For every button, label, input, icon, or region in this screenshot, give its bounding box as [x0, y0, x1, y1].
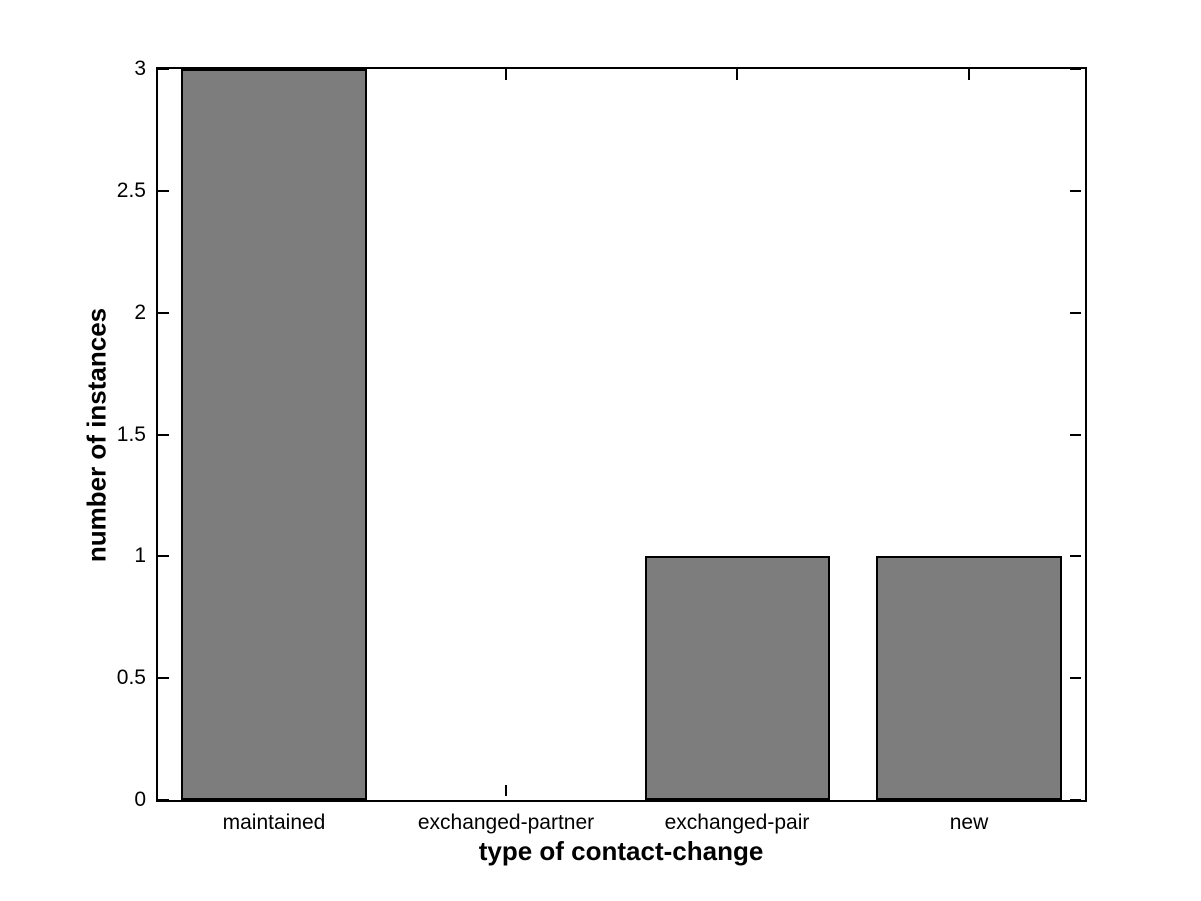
- y-tick-label: 0: [134, 788, 146, 811]
- y-axis-tick: [158, 434, 169, 436]
- y-axis-tick-right: [1070, 434, 1081, 436]
- y-tick-label: 2.5: [116, 179, 146, 202]
- x-tick-label-exchanged-partner: exchanged-partner: [417, 811, 595, 834]
- bar-new: [876, 556, 1062, 800]
- x-tick-label-maintained: maintained: [222, 811, 326, 834]
- y-axis-tick: [158, 68, 169, 70]
- y-axis-tick: [158, 799, 169, 801]
- y-axis-tick-right: [1070, 312, 1081, 314]
- y-tick-label: 1.5: [116, 423, 146, 446]
- y-axis-tick: [158, 312, 169, 314]
- y-axis-tick: [158, 677, 169, 679]
- bar-exchanged-pair: [644, 556, 831, 800]
- x-tick-label-new: new: [949, 811, 989, 834]
- y-axis-tick: [158, 190, 169, 192]
- y-axis-tick: [158, 555, 169, 557]
- y-tick-label: 2: [134, 301, 146, 324]
- x-axis-tick: [505, 785, 507, 796]
- y-axis-tick-right: [1070, 555, 1081, 557]
- y-axis-tick-right: [1070, 190, 1081, 192]
- y-axis-tick-right: [1070, 799, 1081, 801]
- plot-area: [156, 67, 1087, 802]
- x-axis-tick-top: [736, 69, 738, 80]
- x-axis-tick-top: [968, 69, 970, 80]
- x-axis-tick-top: [505, 69, 507, 80]
- y-tick-label: 3: [134, 57, 146, 80]
- y-tick-label: 1: [134, 544, 146, 567]
- bar-maintained: [181, 69, 367, 800]
- x-tick-label-exchanged-pair: exchanged-pair: [664, 811, 810, 834]
- y-axis-tick-right: [1070, 68, 1081, 70]
- y-tick-label: 0.5: [116, 666, 146, 689]
- y-axis-tick-right: [1070, 677, 1081, 679]
- x-axis-label: type of contact-change: [478, 836, 764, 866]
